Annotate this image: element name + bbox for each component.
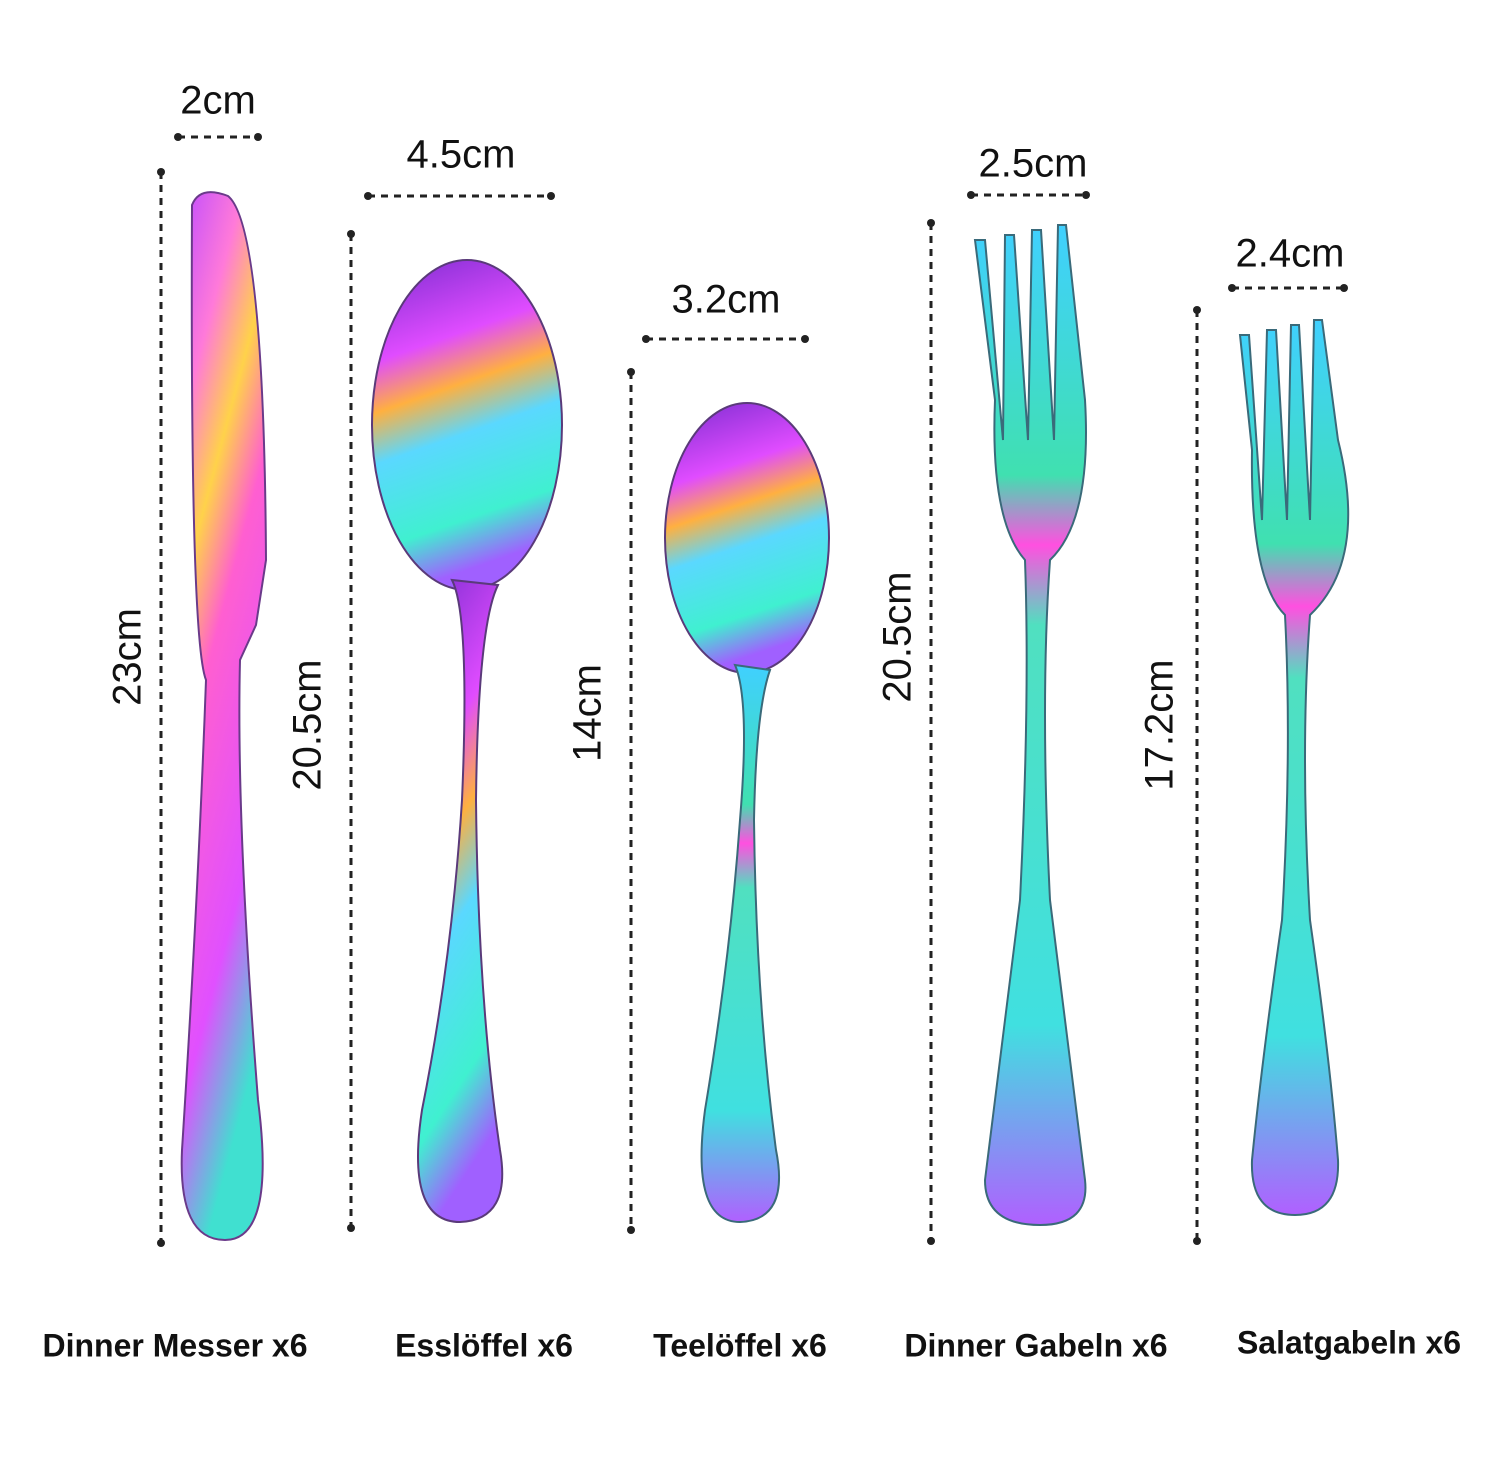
dot	[801, 335, 809, 343]
knife	[180, 191, 268, 1242]
dot	[157, 168, 165, 176]
item-name: Dinner Gabeln x6	[904, 1327, 1167, 1363]
dot	[1340, 284, 1348, 292]
length-label: 14cm	[566, 664, 610, 762]
item-name: Esslöffel x6	[395, 1327, 573, 1363]
width-label: 2cm	[180, 79, 256, 123]
fork	[973, 224, 1087, 1227]
teaspoon-handle	[700, 663, 780, 1224]
length-label: 17.2cm	[1138, 659, 1182, 790]
length-label: 20.5cm	[286, 659, 330, 790]
width-label: 4.5cm	[407, 133, 516, 177]
dot	[967, 191, 975, 199]
dot	[1193, 1237, 1201, 1245]
dot	[254, 133, 262, 141]
width-label: 2.4cm	[1236, 232, 1345, 276]
item-name: Salatgabeln x6	[1237, 1324, 1461, 1360]
item-name: Teelöffel x6	[653, 1327, 827, 1363]
dot	[927, 1237, 935, 1245]
dot	[157, 1239, 165, 1247]
dot	[174, 133, 182, 141]
dot	[347, 1224, 355, 1232]
dot	[1082, 191, 1090, 199]
dot	[347, 230, 355, 238]
length-label: 23cm	[106, 608, 150, 706]
item-name: Dinner Messer x6	[42, 1327, 307, 1363]
width-label: 3.2cm	[672, 278, 781, 322]
dot	[627, 1226, 635, 1234]
dot	[627, 368, 635, 376]
dot	[1193, 306, 1201, 314]
length-label: 20.5cm	[876, 571, 920, 702]
teaspoon-bowl	[664, 402, 830, 674]
dot	[642, 335, 650, 343]
salad-fork	[1238, 319, 1350, 1217]
spoon-handle	[416, 578, 504, 1224]
spoon-bowl	[371, 259, 563, 591]
dot	[547, 192, 555, 200]
width-label: 2.5cm	[979, 142, 1088, 186]
dot	[1228, 284, 1236, 292]
dot	[927, 219, 935, 227]
dot	[364, 192, 372, 200]
